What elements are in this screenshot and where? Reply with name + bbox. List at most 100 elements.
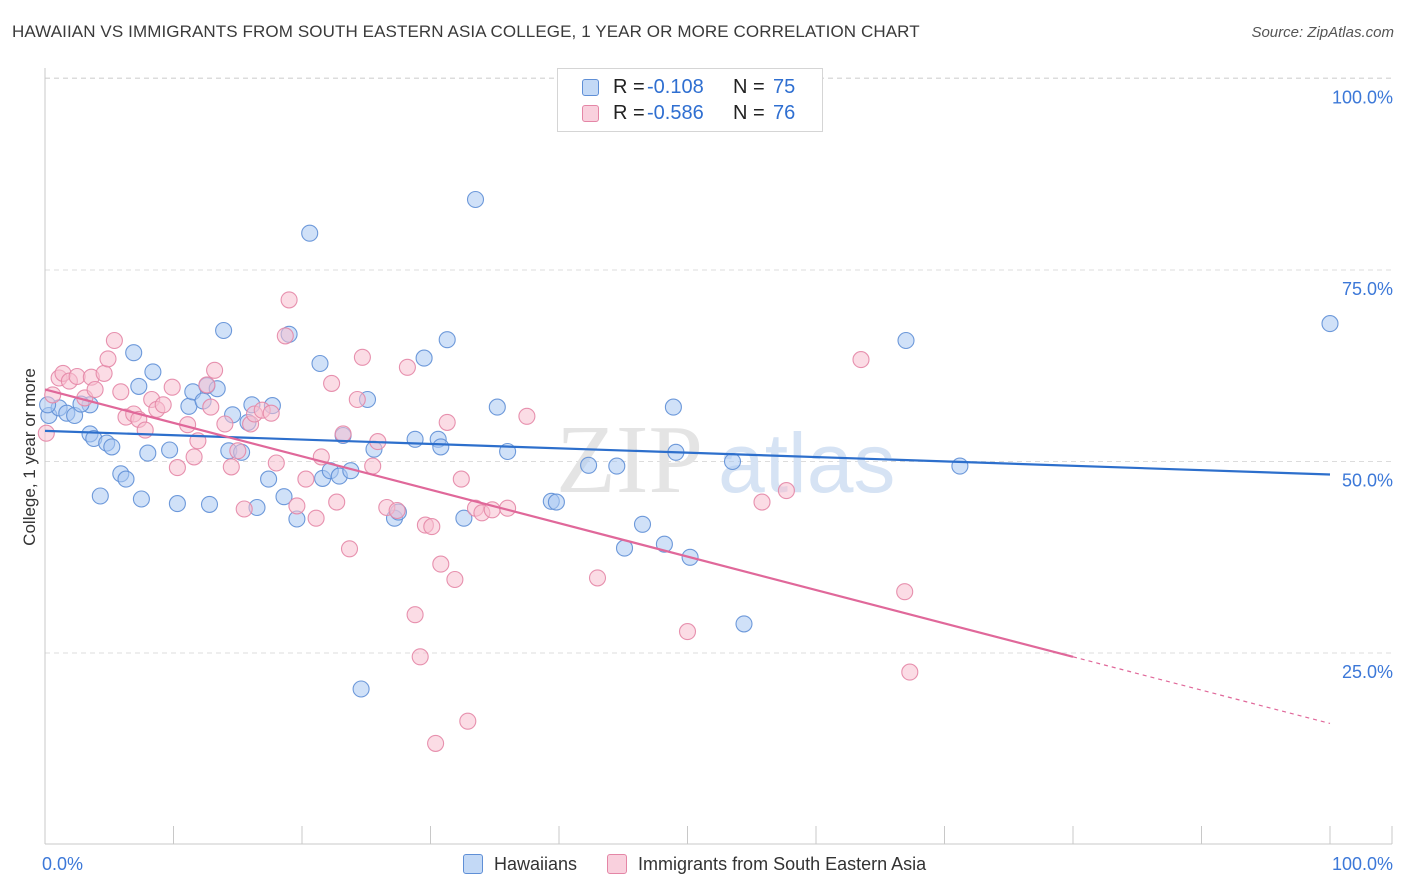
point-immigrants	[427, 734, 445, 752]
legend-r-label: R =	[613, 101, 645, 124]
point-hawaiians	[547, 493, 565, 511]
point-immigrants	[168, 459, 186, 477]
point-hawaiians	[301, 224, 319, 242]
point-hawaiians	[655, 535, 673, 553]
x-tick-label-max: 100.0%	[1332, 854, 1393, 874]
point-hawaiians	[180, 397, 198, 415]
point-hawaiians	[1321, 315, 1339, 333]
point-hawaiians	[432, 438, 450, 456]
point-immigrants	[185, 448, 203, 466]
point-hawaiians	[260, 470, 278, 488]
point-immigrants	[206, 361, 224, 379]
point-immigrants	[307, 509, 325, 527]
point-immigrants	[896, 583, 914, 601]
point-immigrants	[588, 569, 607, 587]
point-hawaiians	[633, 515, 652, 533]
legend-label-hawaiians: Hawaiians	[494, 853, 578, 874]
point-immigrants	[280, 291, 298, 309]
point-hawaiians	[200, 495, 219, 513]
y-tick-label: 50.0%	[1342, 471, 1393, 491]
point-hawaiians	[664, 398, 682, 416]
point-immigrants	[348, 390, 366, 409]
point-immigrants	[136, 421, 154, 439]
point-immigrants	[459, 712, 477, 730]
legend-n-value: 76	[773, 101, 796, 124]
point-hawaiians	[117, 470, 135, 488]
point-immigrants	[267, 454, 285, 472]
source-label: Source: ZipAtlas.com	[1251, 24, 1394, 41]
legend-r-value: -0.108	[647, 75, 704, 98]
point-immigrants	[340, 540, 359, 558]
point-immigrants	[297, 470, 315, 488]
point-immigrants	[901, 663, 919, 681]
series-legend: Hawaiians Immigrants from South Eastern …	[463, 852, 956, 876]
point-hawaiians	[897, 331, 915, 350]
point-immigrants	[216, 415, 234, 433]
point-immigrants	[202, 398, 220, 416]
point-immigrants	[364, 457, 382, 475]
point-hawaiians	[735, 615, 753, 633]
point-immigrants	[406, 606, 424, 624]
legend-n-value: 75	[773, 75, 796, 98]
legend-r-label: R =	[613, 75, 645, 98]
point-hawaiians	[580, 456, 598, 474]
point-immigrants	[388, 501, 406, 520]
y-tick-label: 25.0%	[1342, 662, 1393, 682]
point-immigrants	[328, 493, 346, 511]
point-immigrants	[86, 380, 104, 399]
point-immigrants	[37, 424, 55, 442]
trend-layer	[44, 388, 1331, 725]
point-immigrants	[353, 348, 371, 366]
correlation-legend: R = -0.108 N = 75 R = -0.586 N = 76	[557, 68, 823, 132]
legend-r-value: -0.586	[647, 101, 704, 124]
point-hawaiians	[311, 354, 329, 373]
point-immigrants	[398, 358, 416, 376]
point-hawaiians	[130, 377, 148, 395]
point-immigrants	[777, 482, 795, 500]
point-immigrants	[154, 396, 172, 414]
legend-row-hawaiians: R = -0.108 N = 75	[582, 75, 795, 99]
point-immigrants	[163, 378, 181, 396]
point-immigrants	[438, 413, 456, 431]
point-immigrants	[229, 442, 247, 460]
legend-row-immigrants: R = -0.586 N = 76	[582, 101, 795, 125]
point-immigrants	[288, 497, 306, 515]
point-immigrants	[852, 351, 870, 369]
watermark-atlas: atlas	[718, 416, 895, 510]
point-immigrants	[276, 327, 294, 345]
point-immigrants	[446, 570, 464, 589]
point-immigrants	[99, 350, 117, 368]
point-hawaiians	[455, 509, 473, 527]
point-hawaiians	[352, 680, 370, 698]
point-hawaiians	[466, 190, 485, 209]
chart-title: HAWAIIAN VS IMMIGRANTS FROM SOUTH EASTER…	[12, 22, 920, 41]
legend-label-immigrants: Immigrants from South Eastern Asia	[638, 853, 927, 874]
point-immigrants	[423, 518, 441, 536]
axis-layer	[44, 68, 1393, 845]
y-tick-label: 75.0%	[1342, 279, 1393, 299]
point-hawaiians	[438, 331, 456, 349]
point-immigrants	[222, 458, 240, 476]
point-immigrants	[198, 376, 216, 394]
point-hawaiians	[723, 452, 742, 471]
point-hawaiians	[415, 349, 433, 367]
watermark-zip: ZIP	[556, 406, 703, 514]
legend-swatch-pink	[607, 854, 628, 874]
point-immigrants	[411, 648, 429, 666]
point-hawaiians	[608, 457, 626, 475]
point-hawaiians	[139, 444, 157, 462]
legend-item-hawaiians[interactable]: Hawaiians	[463, 854, 577, 875]
legend-swatch-blue	[582, 78, 599, 96]
point-hawaiians	[406, 430, 424, 448]
point-hawaiians	[215, 321, 233, 340]
legend-item-immigrants[interactable]: Immigrants from South Eastern Asia	[607, 854, 926, 875]
trend-line-hawaiians	[44, 429, 1331, 476]
point-hawaiians	[103, 438, 121, 456]
x-tick-label-min: 0.0%	[42, 854, 83, 874]
point-hawaiians	[161, 441, 179, 459]
point-immigrants	[432, 555, 450, 573]
point-hawaiians	[132, 490, 150, 508]
point-immigrants	[323, 374, 341, 392]
point-immigrants	[452, 470, 470, 488]
point-immigrants	[262, 404, 280, 422]
